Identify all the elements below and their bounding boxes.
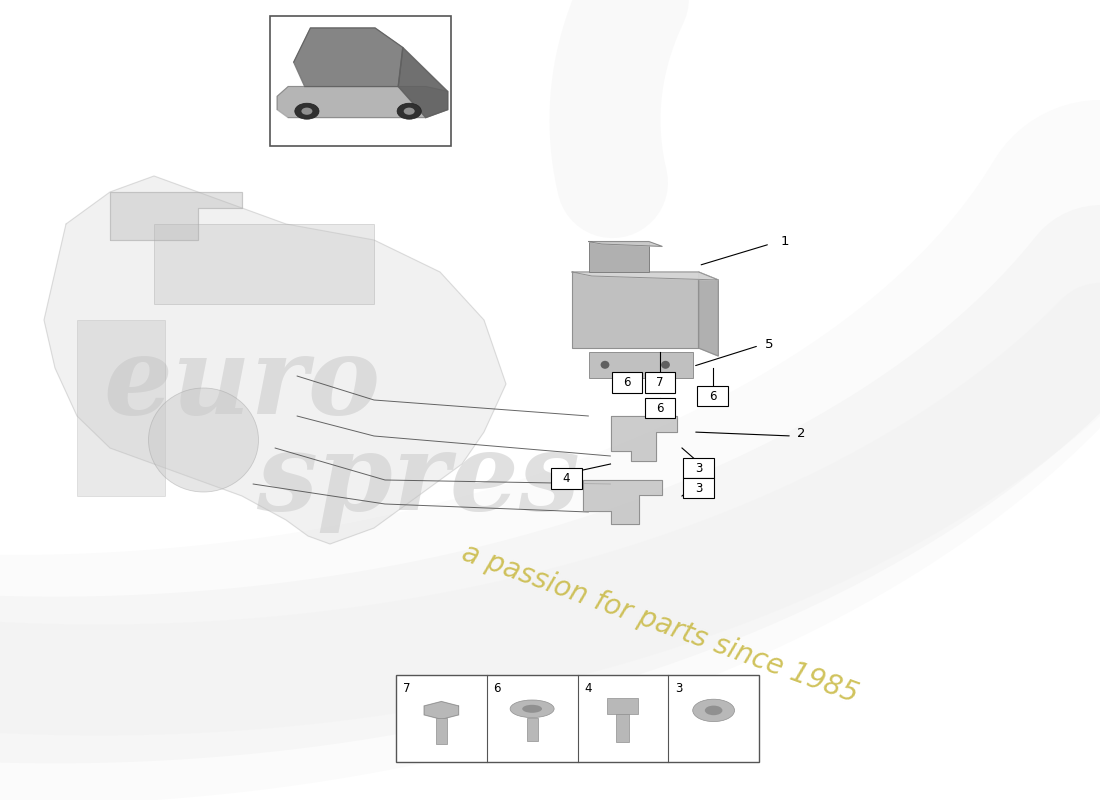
Polygon shape: [610, 416, 676, 461]
Text: 6: 6: [657, 402, 663, 414]
Ellipse shape: [148, 388, 258, 492]
Bar: [551, 468, 582, 489]
Bar: [612, 372, 642, 393]
Text: 2: 2: [798, 427, 806, 440]
Bar: [270, 16, 451, 146]
Ellipse shape: [522, 705, 542, 713]
Bar: [588, 242, 649, 272]
Bar: [572, 272, 698, 348]
Text: 7: 7: [657, 376, 663, 389]
Ellipse shape: [661, 361, 670, 369]
Text: 3: 3: [695, 462, 702, 474]
Polygon shape: [110, 192, 242, 240]
Ellipse shape: [601, 361, 609, 369]
Bar: [645, 372, 675, 393]
Bar: [607, 698, 638, 714]
Polygon shape: [583, 480, 662, 524]
Ellipse shape: [705, 706, 723, 715]
Polygon shape: [44, 176, 506, 544]
Bar: [697, 386, 728, 406]
Bar: [527, 718, 538, 741]
Bar: [77, 320, 165, 496]
Bar: [154, 224, 374, 304]
Text: spres: spres: [256, 427, 580, 533]
Text: 3: 3: [674, 682, 682, 694]
Polygon shape: [698, 272, 718, 356]
Ellipse shape: [510, 700, 554, 718]
Bar: [616, 714, 629, 742]
Ellipse shape: [693, 699, 735, 722]
Text: 5: 5: [764, 338, 773, 350]
Polygon shape: [425, 702, 459, 719]
Bar: [588, 352, 693, 378]
Bar: [683, 478, 714, 498]
Ellipse shape: [295, 103, 319, 119]
Bar: [396, 675, 759, 762]
Text: 6: 6: [624, 376, 630, 389]
Text: 1: 1: [781, 235, 790, 248]
Text: 3: 3: [695, 482, 702, 494]
Bar: [683, 458, 714, 478]
Text: 7: 7: [403, 682, 410, 694]
Text: euro: euro: [103, 331, 381, 437]
Polygon shape: [572, 272, 718, 280]
Text: 4: 4: [584, 682, 592, 694]
Polygon shape: [588, 242, 662, 246]
Ellipse shape: [397, 103, 421, 119]
Text: 6: 6: [710, 390, 716, 402]
Bar: [436, 718, 447, 744]
Text: a passion for parts since 1985: a passion for parts since 1985: [458, 539, 862, 709]
Bar: [645, 398, 675, 418]
Text: 6: 6: [493, 682, 500, 694]
Polygon shape: [398, 47, 448, 118]
Polygon shape: [277, 86, 448, 118]
Ellipse shape: [301, 108, 312, 115]
Polygon shape: [294, 28, 403, 86]
Text: 4: 4: [563, 472, 570, 485]
Ellipse shape: [404, 108, 415, 115]
